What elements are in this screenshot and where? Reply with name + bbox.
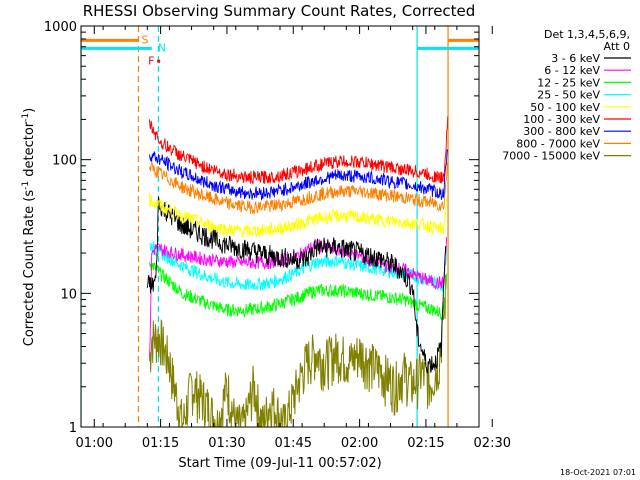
flag-label-F: F: [148, 55, 154, 68]
series-line-7: [149, 162, 448, 215]
generation-timestamp: 18-Oct-2021 07:01: [560, 468, 636, 477]
series-line-0: [146, 196, 447, 374]
y-axis-label: Corrected Count Rate (s-1 detector-1): [21, 108, 37, 346]
legend-label-8: 7000 - 15000 keV: [502, 150, 600, 163]
y-axis-label-part3: ): [22, 108, 37, 113]
x-tick-label-6: 02:30: [474, 436, 511, 451]
series-line-5: [149, 116, 449, 185]
legend-label-6: 300 - 800 keV: [523, 125, 600, 138]
legend-header-line2: Att 0: [604, 40, 630, 53]
x-tick-label-4: 02:00: [341, 436, 378, 451]
legend-label-5: 100 - 300 keV: [523, 113, 600, 126]
legend-label-7: 800 - 7000 keV: [516, 137, 600, 150]
y-tick-label-0: 1: [69, 421, 77, 436]
series-line-6: [149, 149, 449, 201]
flag-marker-F: [157, 59, 161, 63]
flag-label-S: S: [141, 33, 148, 46]
x-tick-label-2: 01:30: [208, 436, 245, 451]
x-tick-label-1: 01:15: [142, 436, 179, 451]
x-axis-label: Start Time (09-Jul-11 00:57:02): [178, 456, 381, 471]
plot-area: SNF: [81, 26, 479, 427]
series-line-2: [149, 262, 448, 321]
legend-label-3: 25 - 50 keV: [537, 89, 600, 102]
series-line-8: [149, 274, 447, 427]
y-axis-label-exp1: -1: [21, 181, 31, 190]
chart-title: RHESSI Observing Summary Count Rates, Co…: [83, 2, 476, 20]
x-tick-label-0: 01:00: [76, 436, 113, 451]
flag-label-N: N: [158, 41, 166, 54]
y-axis: 1 10 100 1000: [44, 20, 479, 436]
legend-label-4: 50 - 100 keV: [530, 101, 600, 114]
y-axis-label-part1: Corrected Count Rate (s: [22, 190, 37, 347]
y-tick-label-3: 1000: [44, 20, 77, 35]
x-tick-label-3: 01:45: [275, 436, 312, 451]
x-axis: 01:00 01:15 01:30 01:45 02:00 02:15 02:30: [76, 26, 511, 451]
legend-label-1: 6 - 12 keV: [544, 64, 600, 77]
y-tick-label-2: 100: [52, 154, 77, 169]
y-axis-label-exp2: -1: [21, 113, 31, 122]
x-tick-label-5: 02:15: [407, 436, 444, 451]
y-tick-label-1: 10: [60, 287, 77, 302]
legend-header-line1: Det 1,3,4,5,6,9,: [544, 28, 630, 41]
y-axis-label-part2: detector: [22, 121, 37, 181]
legend-label-2: 12 - 25 keV: [537, 76, 600, 89]
legend-label-0: 3 - 6 keV: [551, 52, 600, 65]
series-line-4: [149, 193, 448, 239]
